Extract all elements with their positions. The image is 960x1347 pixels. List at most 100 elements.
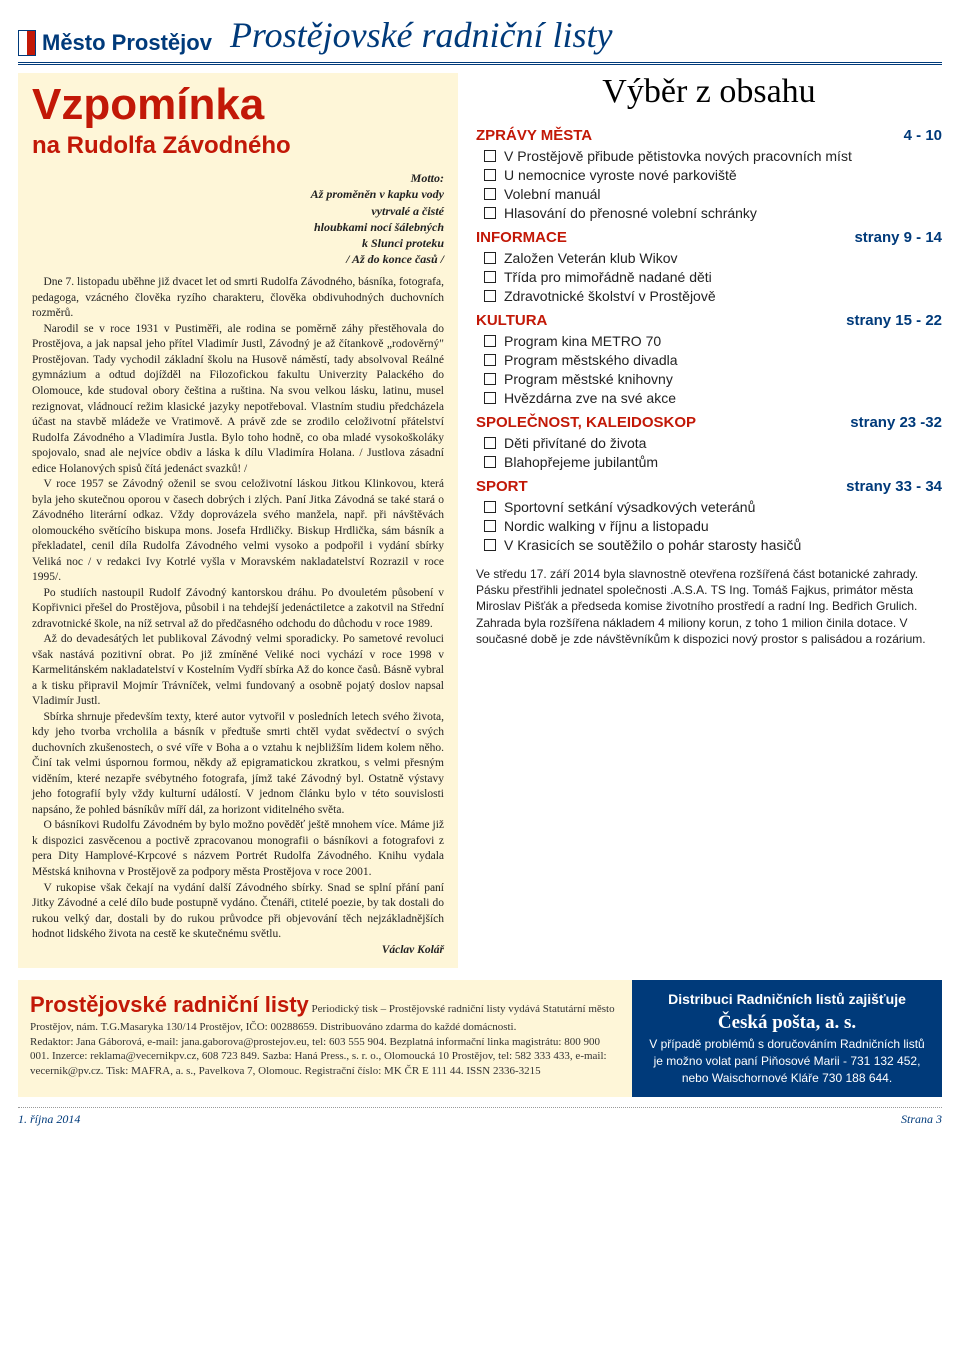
toc-item-text: Program městské knihovny bbox=[504, 371, 673, 387]
toc-section-name: ZPRÁVY MĚSTA bbox=[476, 127, 592, 144]
dist-line2: Česká pošta, a. s. bbox=[644, 1010, 930, 1037]
article-paragraph: Dne 7. listopadu uběhne již dvacet let o… bbox=[32, 275, 444, 322]
toc-section-header: KULTURA strany 15 - 22 bbox=[476, 312, 942, 329]
toc-section-pages: strany 23 -32 bbox=[850, 414, 942, 431]
toc-item: V Krasicích se soutěžilo o pohár starost… bbox=[484, 537, 942, 553]
checkbox-icon bbox=[484, 271, 496, 283]
toc-item-text: Hlasování do přenosné volební schránky bbox=[504, 205, 757, 221]
article-paragraph: V roce 1957 se Závodný oženil se svou ce… bbox=[32, 477, 444, 586]
toc-item: Hlasování do přenosné volební schránky bbox=[484, 205, 942, 221]
checkbox-icon bbox=[484, 437, 496, 449]
toc-body: ZPRÁVY MĚSTA 4 - 10 V Prostějově přibude p… bbox=[476, 119, 942, 556]
checkbox-icon bbox=[484, 501, 496, 513]
toc-item: Program městského divadla bbox=[484, 352, 942, 368]
toc-item-text: V Prostějově přibude pětistovka nových p… bbox=[504, 148, 852, 164]
article-paragraph: O básníkovi Rudolfu Závodném by bylo mož… bbox=[32, 818, 444, 880]
flag-icon bbox=[18, 30, 36, 56]
toc-caption: Ve středu 17. září 2014 byla slavnostně … bbox=[476, 566, 942, 647]
article-subtitle: na Rudolfa Závodného bbox=[32, 130, 444, 162]
toc-section-pages: strany 9 - 14 bbox=[854, 229, 942, 246]
imprint-body1: Periodický tisk – Prostějovské radniční … bbox=[312, 1003, 615, 1015]
toc-section-name: SPOLEČNOST, KALEIDOSKOP bbox=[476, 414, 696, 431]
toc-item: Zdravotnické školství v Prostějově bbox=[484, 288, 942, 304]
checkbox-icon bbox=[484, 169, 496, 181]
imprint-row: Prostějovské radniční listy Periodický t… bbox=[18, 980, 942, 1097]
checkbox-icon bbox=[484, 290, 496, 302]
article-title: Vzpomínka bbox=[32, 83, 444, 128]
toc-item-text: Program kina METRO 70 bbox=[504, 333, 661, 349]
foot-date: 1. října 2014 bbox=[18, 1112, 80, 1127]
checkbox-icon bbox=[484, 456, 496, 468]
article-paragraph: Až do devadesátých let publikoval Závodn… bbox=[32, 632, 444, 710]
toc-column: Výběr z obsahu ZPRÁVY MĚSTA 4 - 10 V Prost… bbox=[476, 73, 942, 968]
toc-item: Třída pro mimořádně nadané děti bbox=[484, 269, 942, 285]
motto-label: Motto: bbox=[411, 171, 444, 185]
checkbox-icon bbox=[484, 354, 496, 366]
imprint-left: Prostějovské radniční listy Periodický t… bbox=[18, 980, 632, 1097]
imprint-body2: Prostějov, nám. T.G.Masaryka 130/14 Pros… bbox=[30, 1021, 516, 1033]
checkbox-icon bbox=[484, 335, 496, 347]
toc-item-text: Program městského divadla bbox=[504, 352, 678, 368]
toc-item-text: Nordic walking v říjnu a listopadu bbox=[504, 518, 709, 534]
toc-section-header: SPORTstrany 33 - 34 bbox=[476, 478, 942, 495]
checkbox-icon bbox=[484, 188, 496, 200]
toc-item-text: Děti přivítané do života bbox=[504, 435, 646, 451]
mast-logo: Město Prostějov bbox=[18, 30, 212, 56]
checkbox-icon bbox=[484, 520, 496, 532]
toc-item-text: Sportovní setkání výsadkových veteránů bbox=[504, 499, 755, 515]
toc-item-text: Volební manuál bbox=[504, 186, 601, 202]
toc-section-pages: strany 33 - 34 bbox=[846, 478, 942, 495]
toc-item: Založen Veterán klub Wikov bbox=[484, 250, 942, 266]
toc-heading: Výběr z obsahu bbox=[476, 73, 942, 111]
toc-section-name: KULTURA bbox=[476, 312, 547, 329]
article-author: Václav Kolář bbox=[32, 943, 444, 959]
toc-item: Program kina METRO 70 bbox=[484, 333, 942, 349]
toc-section-header: INFORMACE strany 9 - 14 bbox=[476, 229, 942, 246]
toc-item: Nordic walking v říjnu a listopadu bbox=[484, 518, 942, 534]
checkbox-icon bbox=[484, 539, 496, 551]
article-paragraph: Sbírka shrnuje především texty, které au… bbox=[32, 710, 444, 819]
toc-item: V Prostějově přibude pětistovka nových p… bbox=[484, 148, 942, 164]
toc-item: Program městské knihovny bbox=[484, 371, 942, 387]
toc-item-text: Založen Veterán klub Wikov bbox=[504, 250, 678, 266]
toc-item-text: Zdravotnické školství v Prostějově bbox=[504, 288, 716, 304]
toc-item: Děti přivítané do života bbox=[484, 435, 942, 451]
article-motto: Motto: Až proměněn v kapku vodyvytrvalé … bbox=[32, 170, 444, 267]
toc-item-text: Třída pro mimořádně nadané děti bbox=[504, 269, 712, 285]
article-body: Dne 7. listopadu uběhne již dvacet let o… bbox=[32, 275, 444, 942]
dist-line1: Distribuci Radničních listů zajišťuje bbox=[644, 990, 930, 1010]
toc-section-pages: 4 - 10 bbox=[904, 127, 942, 144]
mast-title: Prostějovské radniční listy bbox=[230, 14, 613, 56]
checkbox-icon bbox=[484, 207, 496, 219]
toc-item: Blahopřejeme jubilantům bbox=[484, 454, 942, 470]
motto-text: Až proměněn v kapku vodyvytrvalé a čisté… bbox=[311, 187, 444, 266]
checkbox-icon bbox=[484, 373, 496, 385]
toc-item: U nemocnice vyroste nové parkoviště bbox=[484, 167, 942, 183]
toc-section-pages: strany 15 - 22 bbox=[846, 312, 942, 329]
toc-item: Volební manuál bbox=[484, 186, 942, 202]
toc-section-header: SPOLEČNOST, KALEIDOSKOP strany 23 -32 bbox=[476, 414, 942, 431]
dist-line3: V případě problémů s doručováním Radničn… bbox=[644, 1036, 930, 1053]
toc-item-text: Blahopřejeme jubilantům bbox=[504, 454, 658, 470]
article-paragraph: V rukopise však čekají na vydání další Z… bbox=[32, 881, 444, 943]
imprint-right: Distribuci Radničních listů zajišťuje Če… bbox=[632, 980, 942, 1097]
checkbox-icon bbox=[484, 252, 496, 264]
imprint-title: Prostějovské radniční listy bbox=[30, 992, 309, 1017]
toc-item-text: V Krasicích se soutěžilo o pohár starost… bbox=[504, 537, 801, 553]
toc-item: Sportovní setkání výsadkových veteránů bbox=[484, 499, 942, 515]
masthead: Město Prostějov Prostějovské radniční li… bbox=[18, 14, 942, 65]
toc-item-text: U nemocnice vyroste nové parkoviště bbox=[504, 167, 737, 183]
toc-section-header: ZPRÁVY MĚSTA 4 - 10 bbox=[476, 127, 942, 144]
article-column: Vzpomínka na Rudolfa Závodného Motto: Až… bbox=[18, 73, 458, 968]
checkbox-icon bbox=[484, 150, 496, 162]
imprint-body3: Redaktor: Jana Gáborová, e-mail: jana.ga… bbox=[30, 1036, 607, 1078]
checkbox-icon bbox=[484, 392, 496, 404]
toc-item: Hvězdárna zve na své akce bbox=[484, 390, 942, 406]
toc-section-name: INFORMACE bbox=[476, 229, 567, 246]
dist-line5: nebo Waischornové Kláře 730 188 644. bbox=[644, 1070, 930, 1087]
article-paragraph: Po studiích nastoupil Rudolf Závodný kan… bbox=[32, 586, 444, 633]
dist-line4: je možno volat paní Piňosové Marii - 731… bbox=[644, 1053, 930, 1070]
mast-city: Město Prostějov bbox=[42, 30, 212, 56]
toc-item-text: Hvězdárna zve na své akce bbox=[504, 390, 676, 406]
foot-page: Strana 3 bbox=[901, 1112, 942, 1127]
